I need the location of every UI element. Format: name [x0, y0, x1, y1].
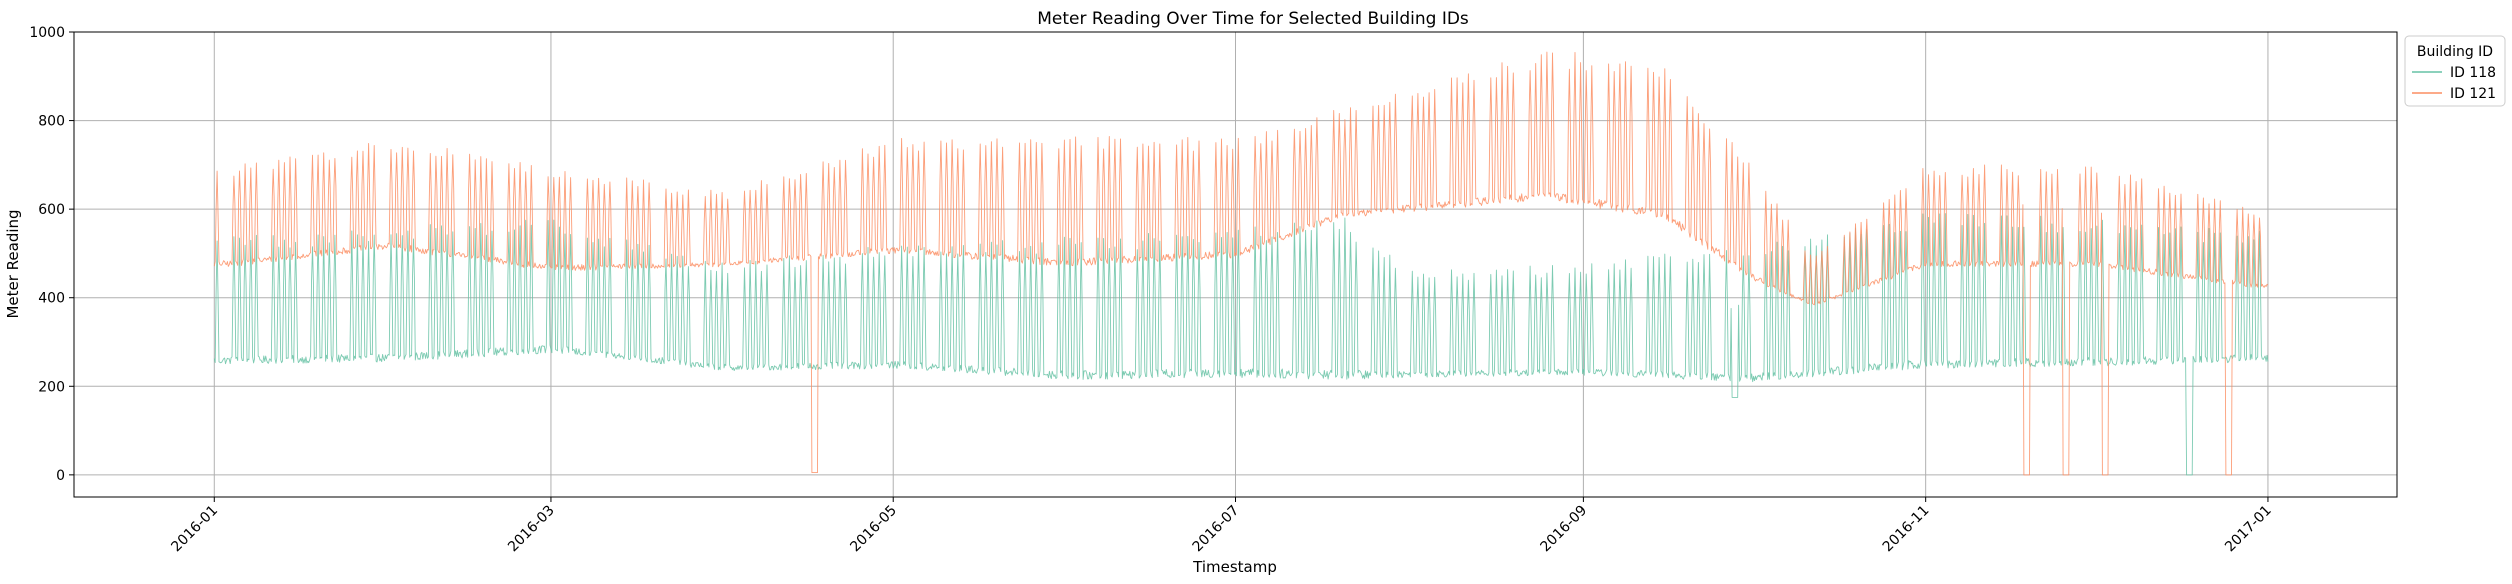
series-lines: [213, 51, 2269, 476]
y-tick-label: 200: [38, 379, 65, 395]
y-tick-label: 1000: [29, 25, 65, 41]
series-line-id-118: [213, 213, 2269, 476]
y-tick-label: 0: [56, 468, 65, 484]
y-tick-label: 600: [38, 202, 65, 218]
y-tick-label: 400: [38, 291, 65, 307]
y-tick-label: 800: [38, 114, 65, 130]
legend-title: Building ID: [2417, 44, 2493, 60]
legend: Building ID ID 118 ID 121: [2404, 35, 2506, 107]
y-axis-label: Meter Reading: [4, 209, 22, 318]
chart-title: Meter Reading Over Time for Selected Bui…: [1037, 9, 1469, 29]
legend-label-id-118: ID 118: [2450, 65, 2496, 81]
legend-label-id-121: ID 121: [2450, 86, 2496, 102]
plot-area: [73, 31, 2398, 498]
series-line-id-121: [213, 51, 2269, 476]
x-axis-label: Timestamp: [1192, 558, 1277, 576]
legend-frame: [2404, 35, 2506, 107]
